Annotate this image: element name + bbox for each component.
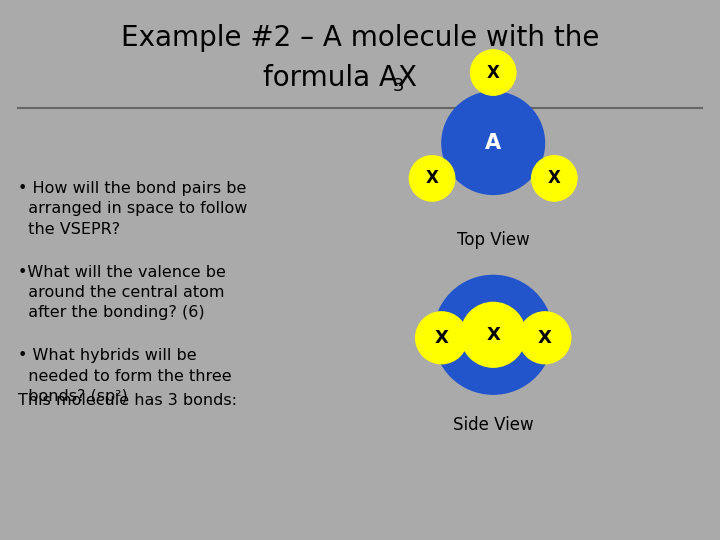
Text: X: X [487,64,500,82]
Circle shape [519,312,571,364]
Text: formula AX: formula AX [263,64,417,92]
Circle shape [442,92,544,194]
Circle shape [531,156,577,201]
Text: Example #2 – A molecule with the: Example #2 – A molecule with the [121,24,599,52]
Circle shape [415,312,467,364]
Text: • How will the bond pairs be
  arranged in space to follow
  the VSEPR?: • How will the bond pairs be arranged in… [18,181,248,237]
Circle shape [461,302,526,367]
Text: This molecule has 3 bonds:: This molecule has 3 bonds: [18,393,237,408]
Text: •What will the valence be
  around the central atom
  after the bonding? (6): •What will the valence be around the cen… [18,265,226,320]
Text: A: A [485,133,501,153]
Text: Side View: Side View [453,416,534,434]
Text: X: X [486,326,500,344]
Text: X: X [435,329,449,347]
Text: X: X [426,170,438,187]
Text: X: X [548,170,561,187]
Circle shape [434,275,553,394]
Text: • What hybrids will be
  needed to form the three
  bonds? (sp²): • What hybrids will be needed to form th… [18,348,232,404]
Circle shape [471,50,516,95]
Circle shape [410,156,455,201]
Text: 3: 3 [392,77,404,95]
Text: X: X [538,329,552,347]
Text: Top View: Top View [456,231,530,249]
